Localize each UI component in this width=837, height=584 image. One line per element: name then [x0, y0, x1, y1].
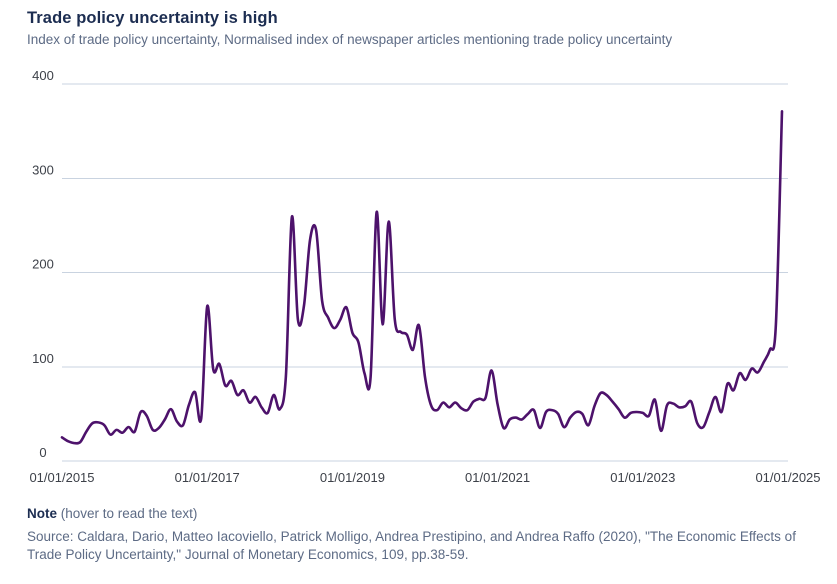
x-tick-label: 01/01/2015 — [29, 470, 94, 485]
tpu-line-chart[interactable]: 0 100 200 300 400 01/01/2015 01/01/2017 01/01/2… — [0, 0, 837, 500]
y-tick-label: 200 — [32, 257, 54, 272]
note-label: Note — [27, 506, 57, 521]
chart-source: Source: Caldara, Dario, Matteo Iacoviell… — [27, 529, 796, 562]
x-tick-label: 01/01/2019 — [320, 470, 385, 485]
chart-subtitle: Index of trade policy uncertainty, Norma… — [27, 32, 673, 47]
note-hint: (hover to read the text) — [57, 506, 198, 521]
y-tick-label: 0 — [39, 445, 46, 460]
chart-note: Note (hover to read the text) — [27, 506, 802, 521]
page-title: Trade policy uncertainty is high — [27, 9, 278, 27]
y-tick-label: 100 — [32, 351, 54, 366]
x-tick-label: 01/01/2021 — [465, 470, 530, 485]
x-tick-label: 01/01/2025 — [755, 470, 820, 485]
x-tick-label: 01/01/2017 — [175, 470, 240, 485]
y-tick-label: 300 — [32, 162, 54, 177]
tpu-series-line[interactable] — [60, 110, 784, 445]
x-tick-label: 01/01/2023 — [610, 470, 675, 485]
y-tick-label: 400 — [32, 68, 54, 83]
